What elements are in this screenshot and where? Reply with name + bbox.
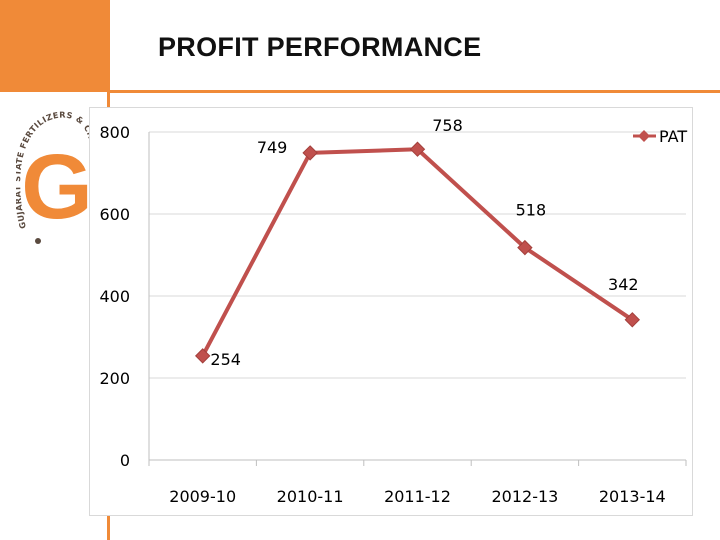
legend-marker	[638, 130, 650, 142]
accent-horizontal-rule	[110, 90, 720, 93]
x-tick-label: 2012-13	[491, 487, 558, 506]
chart-frame: 0 200 400 600 800 2009-10 2010-11 2011-12 2012-…	[89, 107, 693, 516]
data-point	[302, 145, 318, 161]
y-tick-label: 400	[99, 287, 130, 306]
x-tick-label: 2013-14	[599, 487, 666, 506]
logo-dot	[35, 238, 41, 244]
x-tick-label: 2009-10	[169, 487, 236, 506]
data-label: 749	[257, 138, 288, 157]
y-tick-label: 200	[99, 369, 130, 388]
y-tick-labels: 0 200 400 600 800	[99, 123, 130, 470]
axes	[148, 132, 686, 461]
data-label: 758	[432, 116, 463, 135]
x-tick-label: 2010-11	[277, 487, 344, 506]
data-label: 254	[210, 350, 241, 369]
legend: PAT	[633, 127, 687, 146]
logo-letter: G	[21, 136, 93, 238]
data-point	[409, 141, 426, 157]
x-tick-label: 2011-12	[384, 487, 451, 506]
series-pat	[194, 141, 641, 364]
data-point	[624, 312, 641, 328]
data-label: 342	[608, 275, 639, 294]
data-labels: 254 749 758 518 342	[210, 116, 638, 369]
data-point	[517, 239, 533, 256]
company-logo: GUJARAT STATE FERTILIZERS & CHEMICALS LI…	[16, 110, 98, 244]
gridlines	[149, 131, 686, 379]
data-label: 518	[516, 201, 547, 220]
page-title: PROFIT PERFORMANCE	[158, 32, 482, 62]
series-line	[200, 147, 634, 357]
profit-line-chart: 0 200 400 600 800 2009-10 2010-11 2011-12 2012-…	[99, 116, 687, 506]
y-tick-label: 0	[120, 451, 130, 470]
y-tick-label: 600	[99, 205, 130, 224]
x-ticks	[148, 460, 687, 466]
y-tick-label: 800	[99, 123, 130, 142]
data-point	[194, 348, 211, 364]
legend-label: PAT	[659, 127, 687, 146]
accent-block	[0, 0, 110, 92]
x-tick-labels: 2009-10 2010-11 2011-12 2012-13 2013-14	[169, 487, 665, 506]
